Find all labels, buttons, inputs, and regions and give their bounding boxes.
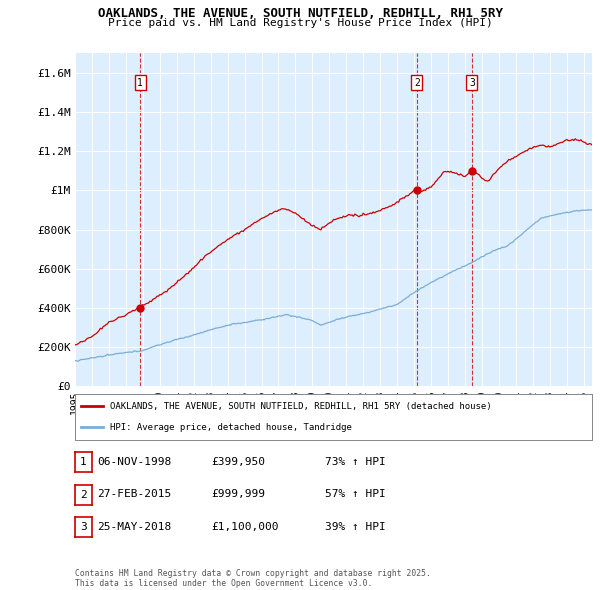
- Text: 73% ↑ HPI: 73% ↑ HPI: [325, 457, 386, 467]
- Text: 2: 2: [414, 77, 420, 87]
- Text: 57% ↑ HPI: 57% ↑ HPI: [325, 489, 386, 499]
- Text: 27-FEB-2015: 27-FEB-2015: [97, 489, 172, 499]
- Text: £999,999: £999,999: [211, 489, 265, 499]
- Text: 39% ↑ HPI: 39% ↑ HPI: [325, 522, 386, 532]
- Text: 06-NOV-1998: 06-NOV-1998: [97, 457, 172, 467]
- Text: HPI: Average price, detached house, Tandridge: HPI: Average price, detached house, Tand…: [110, 423, 352, 432]
- Text: £399,950: £399,950: [211, 457, 265, 467]
- Text: Contains HM Land Registry data © Crown copyright and database right 2025.
This d: Contains HM Land Registry data © Crown c…: [75, 569, 431, 588]
- Text: 3: 3: [469, 77, 475, 87]
- Text: £1,100,000: £1,100,000: [211, 522, 278, 532]
- Text: 3: 3: [80, 522, 87, 532]
- Text: Price paid vs. HM Land Registry's House Price Index (HPI): Price paid vs. HM Land Registry's House …: [107, 18, 493, 28]
- Text: OAKLANDS, THE AVENUE, SOUTH NUTFIELD, REDHILL, RH1 5RY (detached house): OAKLANDS, THE AVENUE, SOUTH NUTFIELD, RE…: [110, 402, 492, 411]
- Text: 1: 1: [80, 457, 87, 467]
- Text: 1: 1: [137, 77, 143, 87]
- Text: OAKLANDS, THE AVENUE, SOUTH NUTFIELD, REDHILL, RH1 5RY: OAKLANDS, THE AVENUE, SOUTH NUTFIELD, RE…: [97, 7, 503, 20]
- Text: 25-MAY-2018: 25-MAY-2018: [97, 522, 172, 532]
- Text: 2: 2: [80, 490, 87, 500]
